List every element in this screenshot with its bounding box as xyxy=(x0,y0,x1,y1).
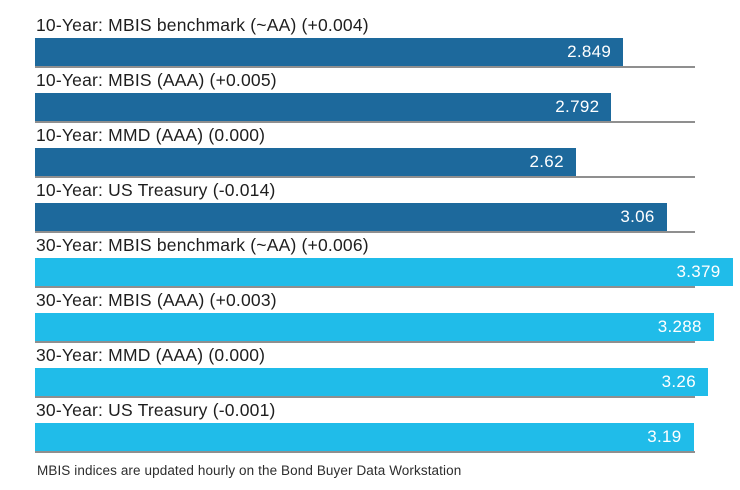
bar-30yr-mbis-benchmark: 3.379 xyxy=(35,258,733,286)
bar-track: 2.849 xyxy=(35,38,735,66)
bar-10yr-us-treasury: 3.06 xyxy=(35,203,667,231)
bar-row: 30-Year: MBIS (AAA) (+0.003) 3.288 xyxy=(35,290,735,343)
bar-value-label: 3.379 xyxy=(676,262,721,281)
bar-label: 30-Year: MBIS benchmark (~AA) (+0.006) xyxy=(36,235,369,255)
bar-value-label: 2.62 xyxy=(529,152,564,171)
row-separator xyxy=(35,121,696,123)
bar-value-label: 3.19 xyxy=(647,427,682,446)
bar-10yr-mbis-aaa: 2.792 xyxy=(35,93,612,121)
bar-track: 3.06 xyxy=(35,203,735,231)
bar-row: 30-Year: MBIS benchmark (~AA) (+0.006) 3… xyxy=(35,235,735,288)
bar-row: 10-Year: MBIS benchmark (~AA) (+0.004) 2… xyxy=(35,15,735,68)
yield-bar-chart: 10-Year: MBIS benchmark (~AA) (+0.004) 2… xyxy=(35,15,735,478)
bar-30yr-us-treasury: 3.19 xyxy=(35,423,694,451)
row-separator xyxy=(35,176,696,178)
bar-row: 30-Year: MMD (AAA) (0.000) 3.26 xyxy=(35,345,735,398)
bar-row: 10-Year: MMD (AAA) (0.000) 2.62 xyxy=(35,125,735,178)
bar-value-label: 3.288 xyxy=(657,317,702,336)
bar-track: 3.26 xyxy=(35,368,735,396)
bar-label: 10-Year: MBIS (AAA) (+0.005) xyxy=(36,70,277,90)
row-separator xyxy=(35,286,696,288)
bar-track: 3.288 xyxy=(35,313,735,341)
bar-label: 30-Year: US Treasury (-0.001) xyxy=(36,400,276,420)
bar-label: 10-Year: MMD (AAA) (0.000) xyxy=(36,125,266,145)
bar-value-label: 2.849 xyxy=(567,42,612,61)
bar-30yr-mbis-aaa: 3.288 xyxy=(35,313,714,341)
chart-footnote: MBIS indices are updated hourly on the B… xyxy=(37,463,462,478)
bar-track: 3.19 xyxy=(35,423,735,451)
bar-track: 2.792 xyxy=(35,93,735,121)
bar-row: 10-Year: MBIS (AAA) (+0.005) 2.792 xyxy=(35,70,735,123)
bar-value-label: 3.26 xyxy=(661,372,696,391)
bar-label: 30-Year: MMD (AAA) (0.000) xyxy=(36,345,266,365)
bar-10yr-mbis-benchmark: 2.849 xyxy=(35,38,624,66)
bar-label: 10-Year: MBIS benchmark (~AA) (+0.004) xyxy=(36,15,369,35)
bar-row: 10-Year: US Treasury (-0.014) 3.06 xyxy=(35,180,735,233)
bar-track: 2.62 xyxy=(35,148,735,176)
bar-value-label: 2.792 xyxy=(555,97,600,116)
row-separator xyxy=(35,66,696,68)
bar-30yr-mmd-aaa: 3.26 xyxy=(35,368,708,396)
bar-track: 3.379 xyxy=(35,258,735,286)
row-separator xyxy=(35,396,696,398)
row-separator xyxy=(35,451,696,453)
bar-label: 30-Year: MBIS (AAA) (+0.003) xyxy=(36,290,277,310)
bar-label: 10-Year: US Treasury (-0.014) xyxy=(36,180,276,200)
row-separator xyxy=(35,341,696,343)
bar-row: 30-Year: US Treasury (-0.001) 3.19 xyxy=(35,400,735,453)
bar-10yr-mmd-aaa: 2.62 xyxy=(35,148,576,176)
bar-value-label: 3.06 xyxy=(620,207,655,226)
row-separator xyxy=(35,231,696,233)
